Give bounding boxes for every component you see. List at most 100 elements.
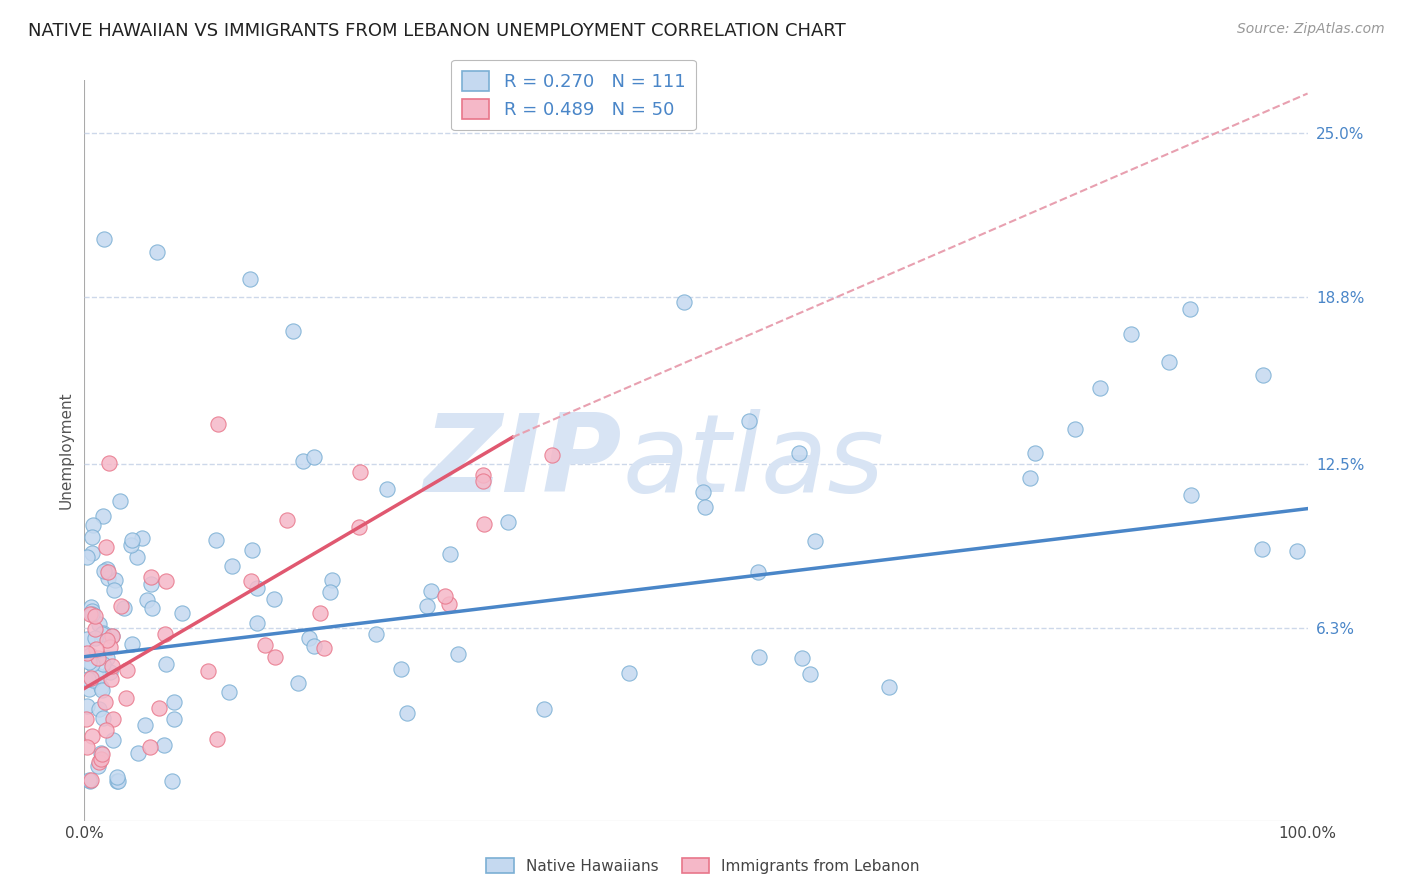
Point — [80, 772, 103, 787]
Point — [83, 622, 105, 636]
Point — [437, 597, 460, 611]
Point — [240, 543, 263, 558]
Point — [101, 712, 124, 726]
Point — [96, 632, 118, 647]
Point — [101, 629, 124, 643]
Point — [139, 577, 162, 591]
Point — [79, 672, 101, 686]
Point — [90, 681, 112, 695]
Point — [321, 573, 343, 587]
Point — [790, 650, 813, 665]
Point — [302, 640, 325, 654]
Point — [90, 747, 112, 761]
Point — [121, 637, 143, 651]
Point — [104, 573, 127, 587]
Point — [112, 600, 135, 615]
Point — [103, 733, 125, 747]
Point — [439, 547, 461, 561]
Point — [89, 702, 111, 716]
Point — [94, 723, 117, 737]
Point — [148, 701, 170, 715]
Point — [396, 706, 419, 720]
Point — [205, 533, 228, 547]
Point — [76, 632, 98, 647]
Point — [221, 559, 243, 574]
Point — [77, 773, 100, 788]
Point — [375, 482, 398, 496]
Point — [96, 561, 118, 575]
Point — [276, 512, 298, 526]
Point — [787, 445, 810, 459]
Point — [87, 755, 110, 769]
Point — [155, 574, 177, 588]
Point — [218, 685, 240, 699]
Point — [80, 530, 103, 544]
Point — [803, 534, 825, 549]
Point — [693, 500, 716, 514]
Text: Source: ZipAtlas.com: Source: ZipAtlas.com — [1237, 22, 1385, 37]
Point — [1024, 445, 1046, 459]
Point — [434, 590, 457, 604]
Point — [474, 517, 496, 532]
Point — [672, 295, 695, 310]
Point — [472, 468, 495, 483]
Point — [79, 774, 101, 789]
Point — [162, 695, 184, 709]
Point — [141, 601, 163, 615]
Legend: R = 0.270   N = 111, R = 0.489   N = 50: R = 0.270 N = 111, R = 0.489 N = 50 — [451, 60, 696, 130]
Point — [748, 650, 770, 665]
Point — [93, 657, 115, 671]
Point — [107, 774, 129, 789]
Point — [496, 515, 519, 529]
Point — [82, 673, 104, 687]
Point — [94, 695, 117, 709]
Point — [76, 698, 98, 713]
Point — [533, 702, 555, 716]
Point — [91, 509, 114, 524]
Point — [205, 731, 228, 746]
Point — [94, 540, 117, 554]
Point — [152, 738, 174, 752]
Point — [617, 666, 640, 681]
Point — [76, 549, 98, 564]
Point — [76, 646, 98, 660]
Point — [1286, 544, 1309, 558]
Point — [80, 599, 103, 614]
Point — [799, 667, 821, 681]
Point — [472, 474, 495, 488]
Point — [131, 532, 153, 546]
Point — [87, 669, 110, 683]
Point — [163, 713, 186, 727]
Point — [254, 638, 277, 652]
Point — [263, 591, 285, 606]
Point — [447, 647, 470, 661]
Point — [80, 546, 103, 560]
Point — [292, 454, 315, 468]
Point — [96, 651, 118, 665]
Point — [110, 494, 132, 508]
Point — [121, 533, 143, 548]
Point — [197, 664, 219, 678]
Point — [79, 681, 101, 696]
Point — [84, 632, 107, 646]
Point — [75, 712, 97, 726]
Text: ZIP: ZIP — [425, 409, 623, 515]
Point — [91, 625, 114, 640]
Point — [1063, 422, 1085, 436]
Point — [747, 565, 769, 579]
Point — [79, 607, 101, 622]
Point — [86, 651, 108, 665]
Point — [416, 599, 439, 613]
Point — [134, 718, 156, 732]
Point — [79, 648, 101, 663]
Point — [80, 729, 103, 743]
Point — [692, 485, 714, 500]
Point — [100, 629, 122, 643]
Point — [155, 657, 177, 672]
Point — [91, 711, 114, 725]
Point — [127, 746, 149, 760]
Point — [302, 450, 325, 465]
Point — [83, 608, 105, 623]
Point — [90, 752, 112, 766]
Point — [76, 740, 98, 755]
